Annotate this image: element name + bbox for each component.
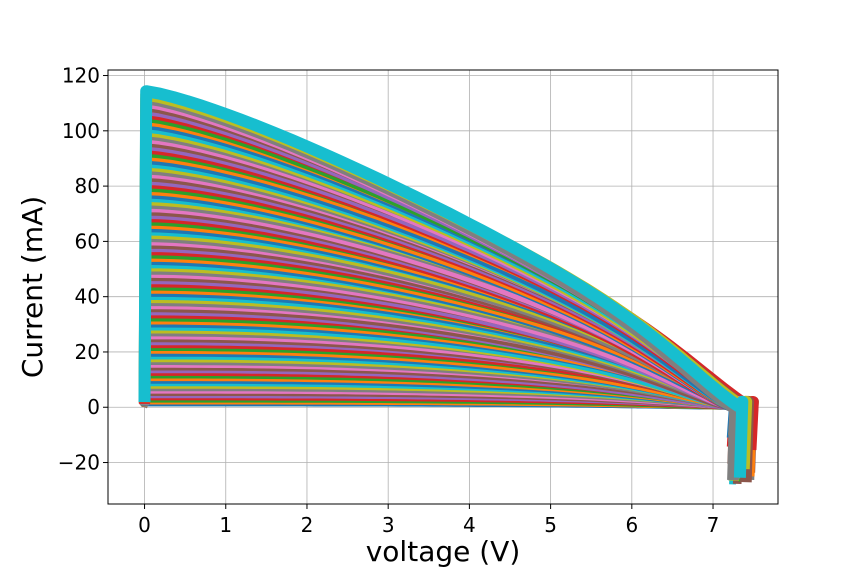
x-axis-ticks: 0 1 2 3 4 5 6 7 — [138, 504, 719, 537]
x-tick-label: 0 — [138, 513, 151, 537]
y-tick-label: 20 — [75, 340, 100, 364]
x-tick-label: 3 — [382, 513, 395, 537]
y-tick-label: 120 — [62, 64, 100, 88]
iv-curve-series — [138, 85, 749, 478]
y-tick-label: −20 — [58, 451, 100, 475]
x-tick-label: 6 — [625, 513, 638, 537]
y-tick-label: 80 — [75, 174, 100, 198]
iv-curve-series — [142, 399, 741, 471]
x-tick-label: 4 — [463, 513, 476, 537]
y-axis-ticks: −20 0 20 40 60 80 100 120 — [58, 64, 108, 475]
y-axis-label: Current (mA) — [16, 196, 49, 378]
x-tick-label: 2 — [301, 513, 314, 537]
curve-series-group — [138, 85, 759, 485]
x-tick-label: 7 — [707, 513, 720, 537]
y-tick-label: 100 — [62, 119, 100, 143]
plot-frame — [107, 69, 779, 505]
y-tick-label: 40 — [75, 285, 100, 309]
y-tick-label: 60 — [75, 229, 100, 253]
x-axis-label: voltage (V) — [366, 535, 521, 568]
y-tick-label: 0 — [87, 395, 100, 419]
x-tick-label: 5 — [544, 513, 557, 537]
iv-curve-series — [142, 399, 736, 481]
x-tick-label: 1 — [219, 513, 232, 537]
iv-curve-series — [141, 397, 743, 472]
